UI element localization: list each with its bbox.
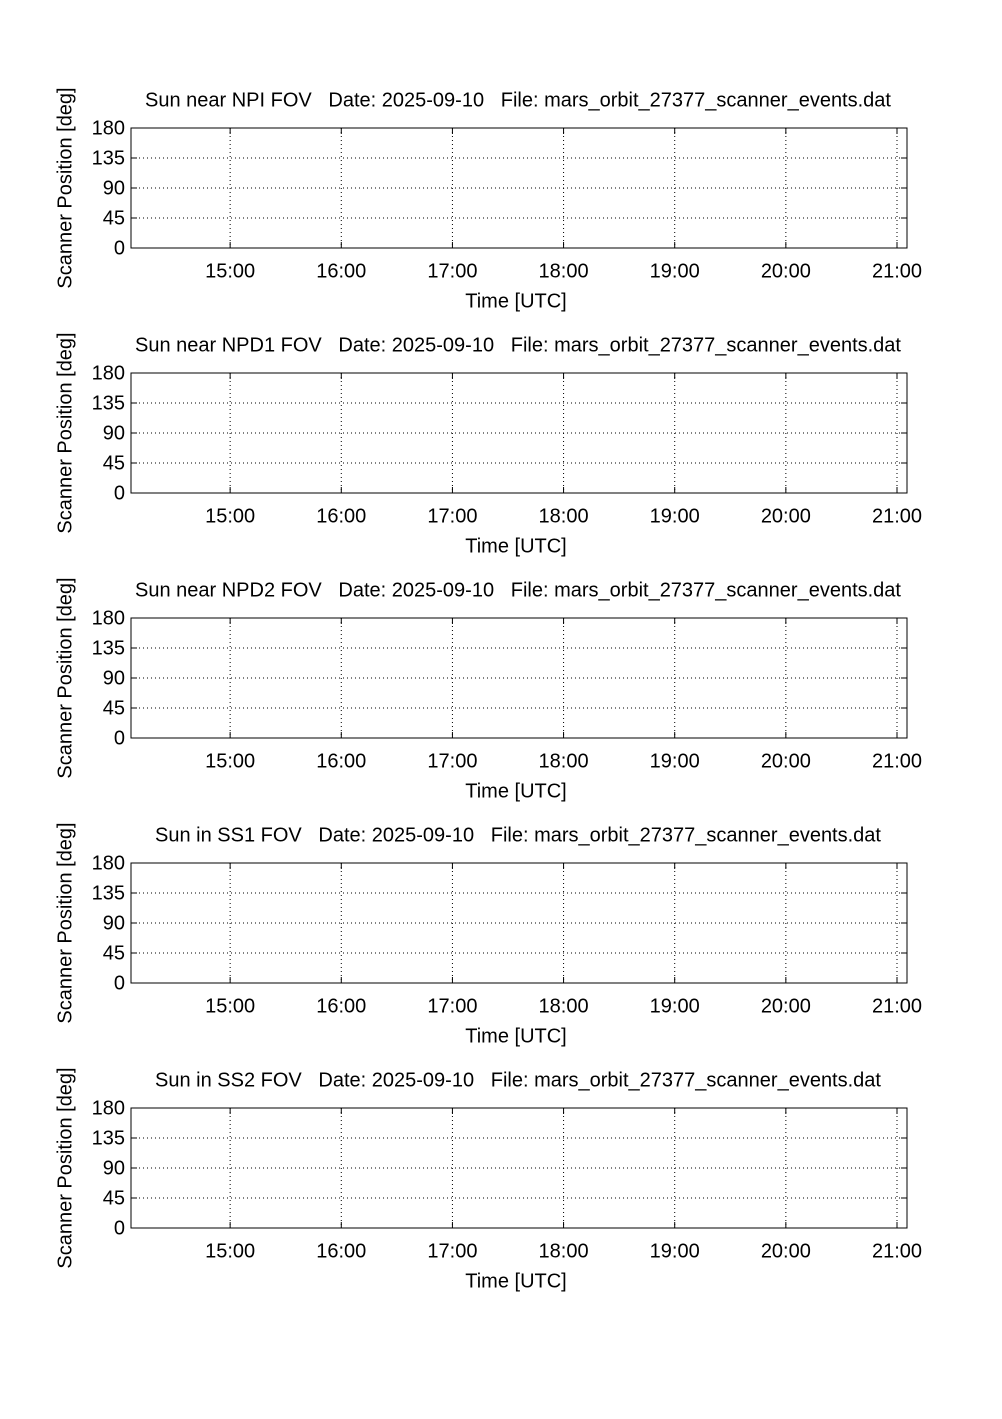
plot-frame (130, 617, 908, 739)
y-tick-label: 0 (114, 237, 125, 259)
y-tick-label: 45 (103, 942, 125, 964)
y-tick-label: 45 (103, 1187, 125, 1209)
y-tick-label: 90 (103, 422, 125, 444)
x-tick-label: 19:00 (650, 1240, 700, 1262)
plot-frame (130, 127, 908, 249)
x-tick-label: 17:00 (427, 260, 477, 282)
chart-title: Sun near NPD1 FOV Date: 2025-09-10 File:… (135, 334, 901, 356)
y-tick-label: 135 (92, 392, 125, 414)
x-axis-label: Time [UTC] (465, 535, 566, 557)
y-tick-label: 90 (103, 667, 125, 689)
y-tick-label: 45 (103, 207, 125, 229)
x-tick-label: 17:00 (427, 995, 477, 1017)
y-tick-label: 0 (114, 972, 125, 994)
x-tick-label: 18:00 (539, 750, 589, 772)
x-axis-label: Time [UTC] (465, 290, 566, 312)
x-tick-label: 15:00 (205, 260, 255, 282)
y-tick-label: 45 (103, 697, 125, 719)
y-tick-label: 45 (103, 452, 125, 474)
y-tick-label: 135 (92, 1127, 125, 1149)
y-axis-label: Scanner Position [deg] (54, 87, 76, 288)
x-tick-label: 19:00 (650, 995, 700, 1017)
y-tick-label: 135 (92, 147, 125, 169)
x-tick-label: 21:00 (872, 995, 922, 1017)
x-tick-label: 17:00 (427, 750, 477, 772)
x-tick-label: 20:00 (761, 750, 811, 772)
x-tick-label: 19:00 (650, 260, 700, 282)
y-tick-label: 0 (114, 727, 125, 749)
x-tick-label: 16:00 (316, 1240, 366, 1262)
y-tick-label: 180 (92, 362, 125, 384)
chart-title: Sun near NPD2 FOV Date: 2025-09-10 File:… (135, 579, 901, 601)
x-tick-label: 15:00 (205, 995, 255, 1017)
y-tick-label: 90 (103, 177, 125, 199)
y-tick-label: 135 (92, 637, 125, 659)
plot-frame (130, 372, 908, 494)
plot-frame (130, 862, 908, 984)
x-tick-label: 21:00 (872, 260, 922, 282)
y-tick-label: 180 (92, 852, 125, 874)
x-tick-label: 15:00 (205, 750, 255, 772)
x-tick-label: 16:00 (316, 505, 366, 527)
y-tick-label: 180 (92, 1097, 125, 1119)
x-axis-label: Time [UTC] (465, 780, 566, 802)
y-axis-label: Scanner Position [deg] (54, 332, 76, 533)
y-tick-label: 0 (114, 1217, 125, 1239)
chart-title: Sun near NPI FOV Date: 2025-09-10 File: … (145, 89, 891, 111)
y-tick-label: 90 (103, 1157, 125, 1179)
y-tick-label: 180 (92, 607, 125, 629)
x-tick-label: 17:00 (427, 1240, 477, 1262)
x-tick-label: 20:00 (761, 995, 811, 1017)
x-tick-label: 21:00 (872, 750, 922, 772)
y-tick-label: 90 (103, 912, 125, 934)
x-tick-label: 20:00 (761, 260, 811, 282)
x-tick-label: 19:00 (650, 750, 700, 772)
y-axis-label: Scanner Position [deg] (54, 577, 76, 778)
chart-title: Sun in SS2 FOV Date: 2025-09-10 File: ma… (155, 1069, 881, 1091)
x-tick-label: 18:00 (539, 995, 589, 1017)
y-axis-label: Scanner Position [deg] (54, 1067, 76, 1268)
x-tick-label: 19:00 (650, 505, 700, 527)
x-axis-label: Time [UTC] (465, 1270, 566, 1292)
y-axis-label: Scanner Position [deg] (54, 822, 76, 1023)
y-tick-label: 180 (92, 117, 125, 139)
chart-title: Sun in SS1 FOV Date: 2025-09-10 File: ma… (155, 824, 881, 846)
x-tick-label: 21:00 (872, 505, 922, 527)
x-tick-label: 16:00 (316, 260, 366, 282)
x-tick-label: 16:00 (316, 750, 366, 772)
x-tick-label: 17:00 (427, 505, 477, 527)
x-axis-label: Time [UTC] (465, 1025, 566, 1047)
x-tick-label: 16:00 (316, 995, 366, 1017)
x-tick-label: 15:00 (205, 1240, 255, 1262)
x-tick-label: 21:00 (872, 1240, 922, 1262)
x-tick-label: 18:00 (539, 1240, 589, 1262)
x-tick-label: 18:00 (539, 260, 589, 282)
x-tick-label: 15:00 (205, 505, 255, 527)
plot-frame (130, 1107, 908, 1229)
x-tick-label: 18:00 (539, 505, 589, 527)
x-tick-label: 20:00 (761, 505, 811, 527)
y-tick-label: 135 (92, 882, 125, 904)
x-tick-label: 20:00 (761, 1240, 811, 1262)
y-tick-label: 0 (114, 482, 125, 504)
